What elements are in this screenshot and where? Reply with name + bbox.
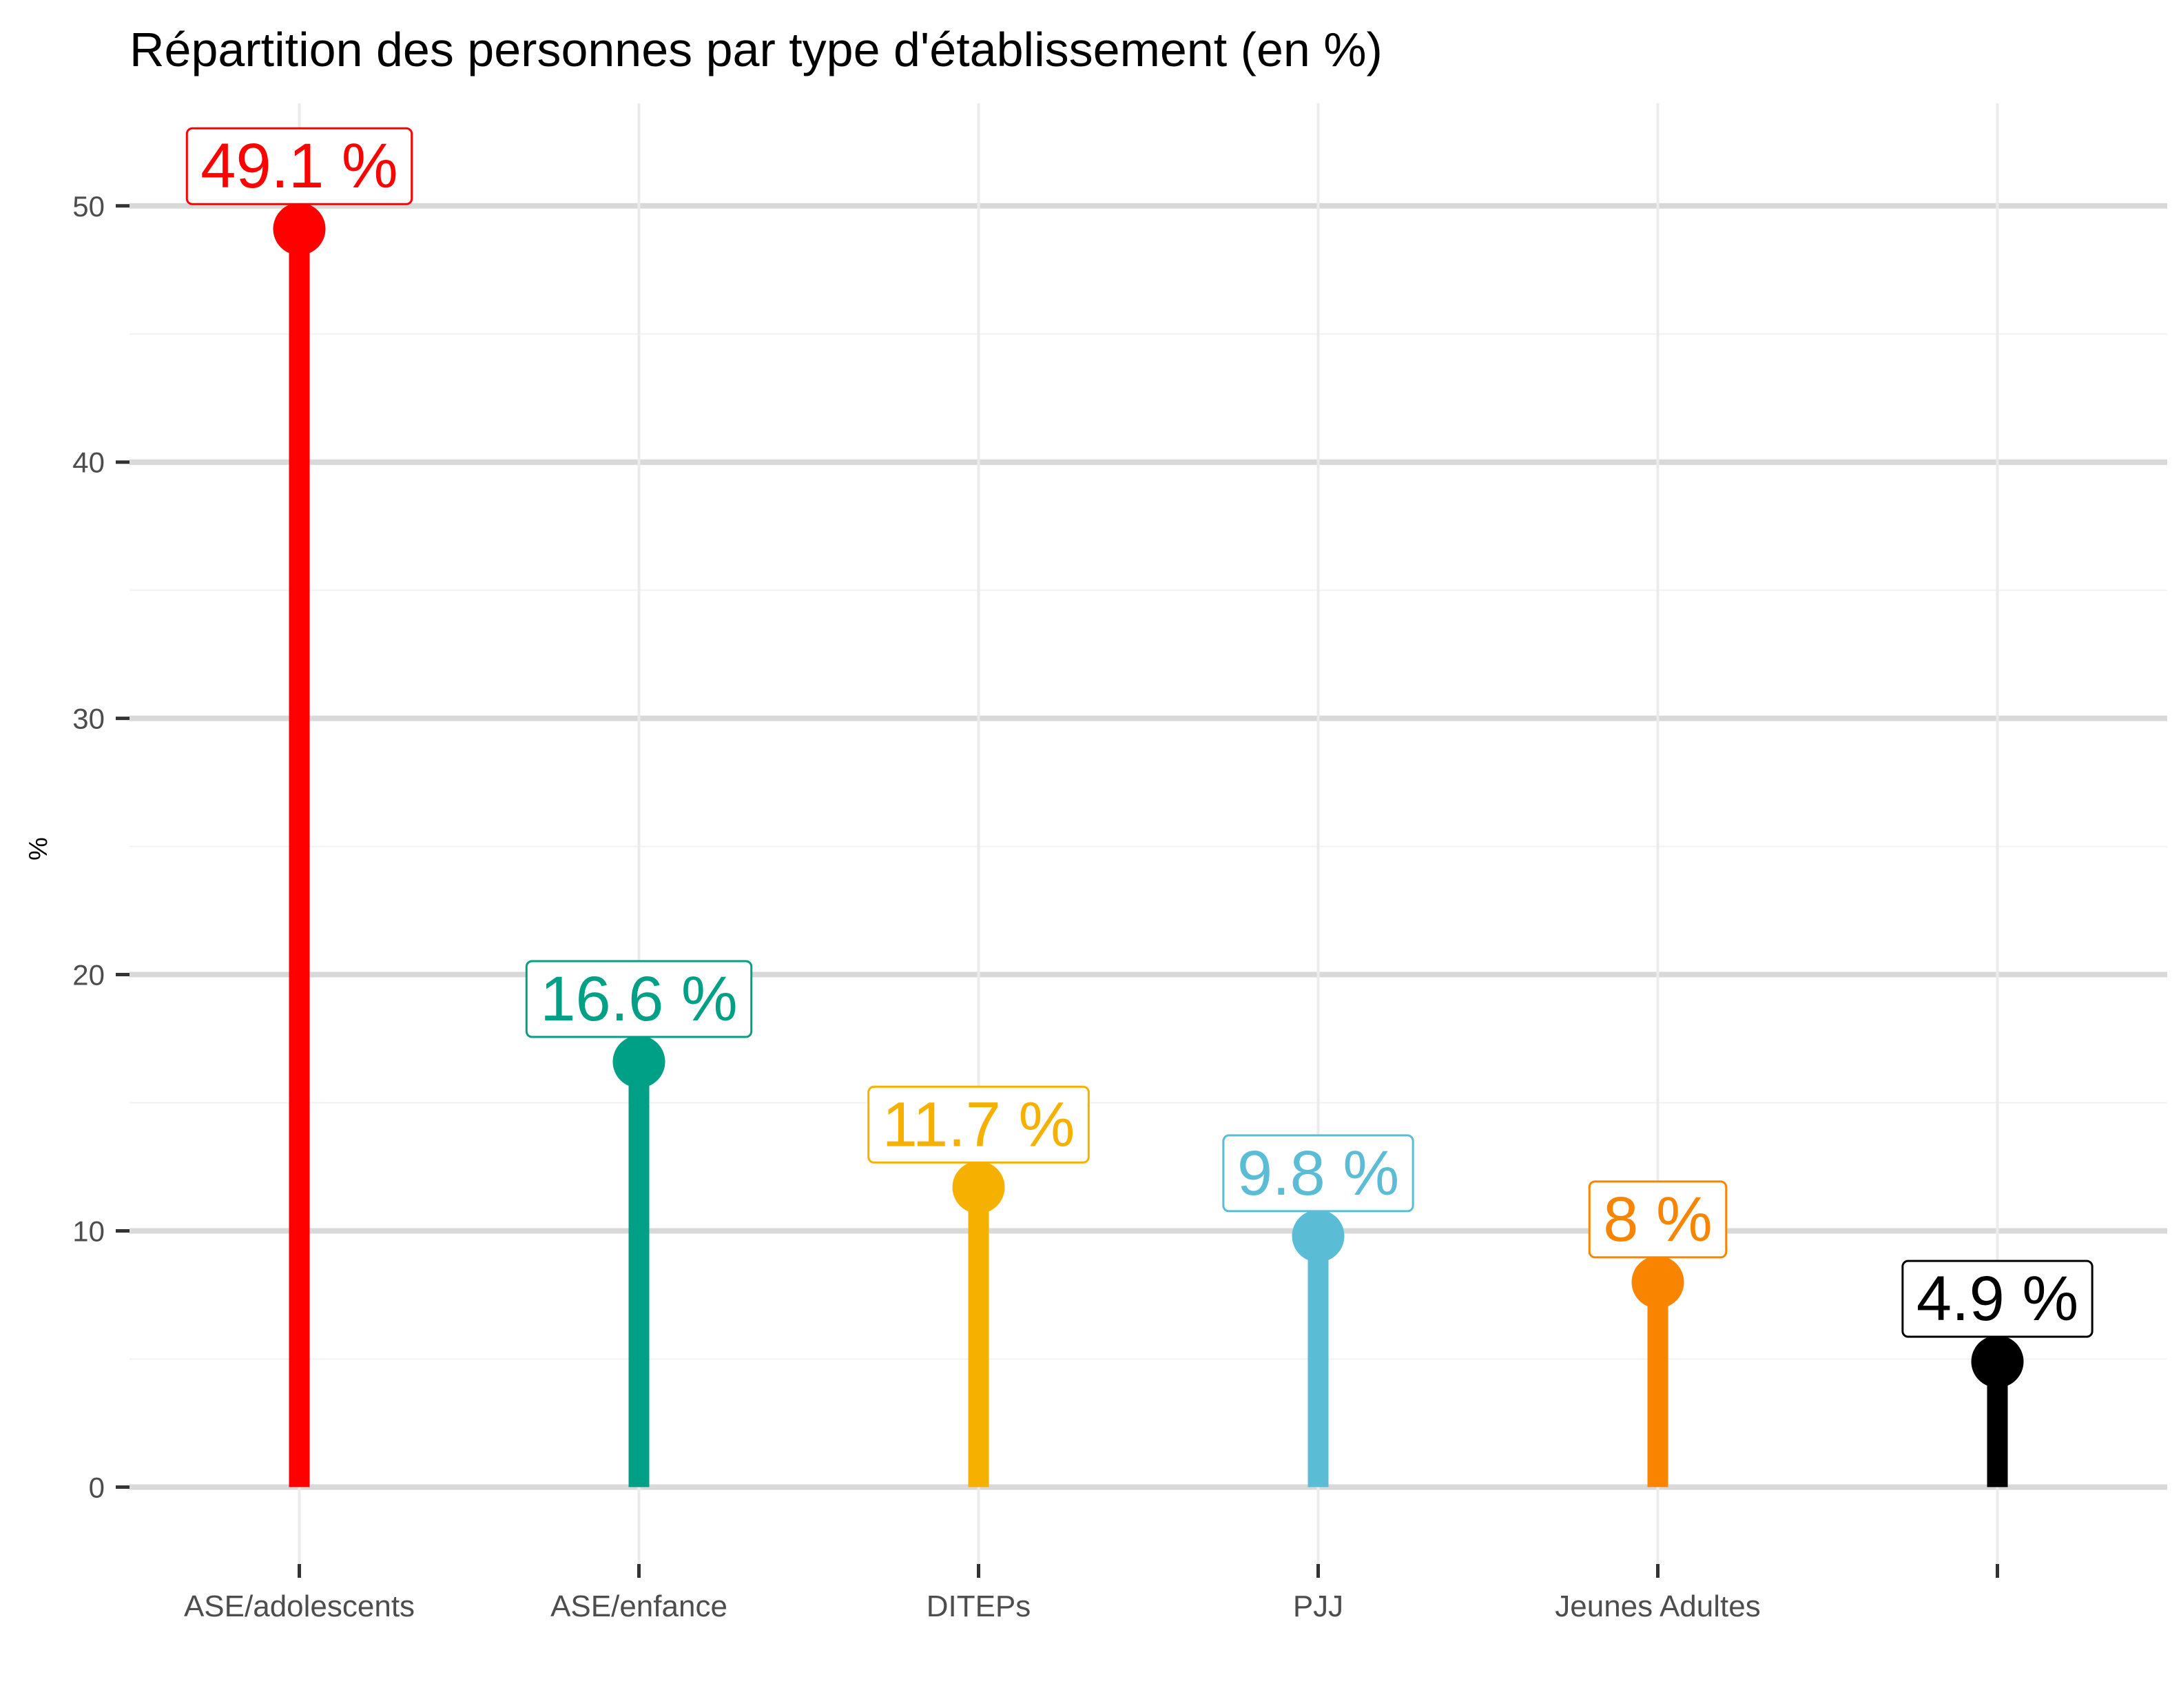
y-axis: 0 10 20 30 40 50 (72, 190, 130, 1503)
x-tick-label: ASE/adolescents (184, 1589, 415, 1623)
data-label: 9.8 % (1237, 1138, 1399, 1208)
data-label-box (1901, 1259, 2094, 1338)
data-label: 49.1 % (200, 131, 397, 201)
data-label-box (867, 1085, 1090, 1164)
x-tick-label: Jeunes Adultes (1555, 1589, 1760, 1623)
minor-gridlines (130, 333, 2167, 1360)
data-label-box (1588, 1180, 1728, 1259)
lollipop-point (1631, 1255, 1684, 1308)
x-tick-label: PJJ (1293, 1589, 1343, 1623)
y-tick-label: 50 (72, 190, 105, 223)
lollipop-point (952, 1161, 1005, 1214)
chart-title: Répartition des personnes par type d'éta… (130, 23, 1383, 76)
data-label: 16.6 % (540, 964, 737, 1034)
data-label-box (185, 127, 413, 205)
y-tick-label: 10 (72, 1215, 105, 1247)
lollipop-point (273, 203, 326, 256)
x-axis: ASE/adolescents ASE/enfance DITEPs PJJ Jeune… (184, 1564, 1999, 1623)
data-label: 8 % (1603, 1184, 1713, 1255)
x-tick-label: DITEPs (927, 1589, 1031, 1623)
data-label-box (525, 960, 753, 1038)
vertical-gridlines (298, 103, 1999, 1564)
x-tick-label: ASE/enfance (550, 1589, 727, 1623)
y-axis-label: % (24, 837, 53, 861)
lollipop-point (1971, 1335, 2024, 1388)
lollipop-point (1292, 1209, 1345, 1262)
lollipop-point (612, 1036, 665, 1089)
data-label: 4.9 % (1916, 1264, 2078, 1334)
lollipop-marks: 49.1 % 16.6 % 11.7 % 9.8 % 8 % 4.9 % (185, 127, 2094, 1488)
y-tick-label: 0 (89, 1471, 105, 1503)
data-label: 11.7 % (882, 1089, 1075, 1160)
data-label-box (1222, 1134, 1414, 1213)
y-tick-label: 30 (72, 703, 105, 735)
major-gridlines (130, 203, 2167, 1490)
y-tick-label: 20 (72, 959, 105, 991)
y-tick-label: 40 (72, 446, 105, 479)
